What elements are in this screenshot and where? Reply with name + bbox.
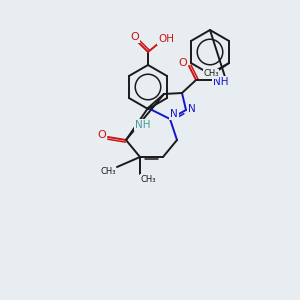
Text: N: N xyxy=(170,109,178,119)
Text: CH₃: CH₃ xyxy=(203,70,219,79)
Text: NH: NH xyxy=(135,120,151,130)
Text: N: N xyxy=(188,104,196,114)
Text: NH: NH xyxy=(213,77,229,87)
Text: CH₃: CH₃ xyxy=(100,167,116,176)
Text: OH: OH xyxy=(158,34,174,44)
Text: O: O xyxy=(98,130,106,140)
Text: O: O xyxy=(130,32,140,42)
Text: O: O xyxy=(178,58,188,68)
Text: CH₃: CH₃ xyxy=(140,175,156,184)
